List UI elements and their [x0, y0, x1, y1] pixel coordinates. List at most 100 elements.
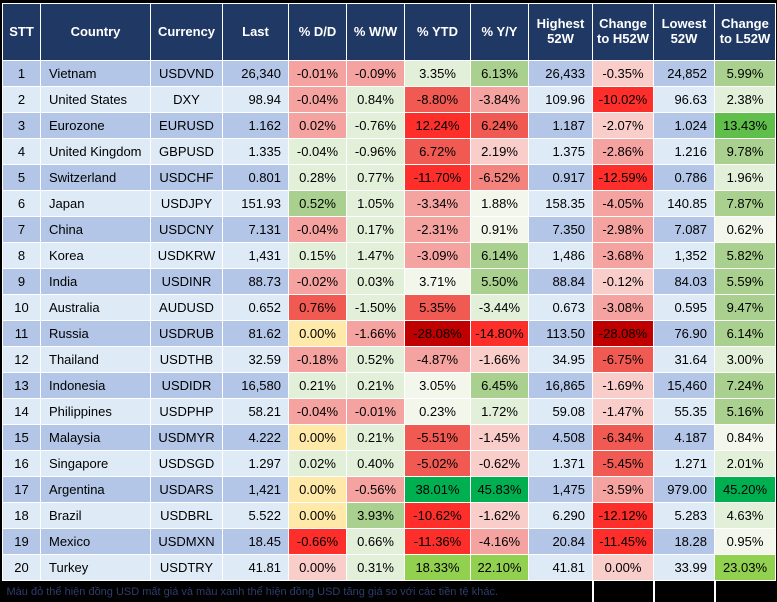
cell-last: 151.93 [222, 190, 289, 217]
col-header-dl: Change to L52W [714, 3, 776, 61]
cell-dh: -3.08% [592, 294, 654, 321]
cell-low: 84.03 [653, 268, 715, 295]
cell-country: Argentina [40, 476, 151, 503]
cell-dl: 1.96% [714, 164, 776, 191]
cell-stt: 11 [2, 320, 41, 347]
cell-dh: -2.07% [592, 112, 654, 139]
cell-last: 41.81 [222, 554, 289, 581]
cell-stt: 9 [2, 268, 41, 295]
cell-yy: 5.50% [470, 268, 529, 295]
col-header-dd: % D/D [288, 3, 347, 61]
cell-ytd: -5.02% [404, 450, 471, 477]
cell-dd: 0.52% [288, 190, 347, 217]
cell-low: 15,460 [653, 372, 715, 399]
cell-country: Malaysia [40, 424, 151, 451]
cell-country: Vietnam [40, 60, 151, 87]
cell-ww: -0.96% [346, 138, 405, 165]
cell-ww: 3.93% [346, 502, 405, 529]
cell-ytd: -4.87% [404, 346, 471, 373]
cell-high: 1.375 [528, 138, 593, 165]
cell-stt: 6 [2, 190, 41, 217]
cell-dd: 0.21% [288, 372, 347, 399]
cell-stt: 13 [2, 372, 41, 399]
cell-dh: -12.59% [592, 164, 654, 191]
table-row: 19 Mexico USDMXN 18.45 -0.66% 0.66% -11.36% -4.… [2, 528, 776, 555]
cell-currency: USDJPY [150, 190, 223, 217]
cell-currency: DXY [150, 86, 223, 113]
cell-country: Indonesia [40, 372, 151, 399]
cell-high: 0.917 [528, 164, 593, 191]
col-header-low: Lowest 52W [653, 3, 715, 61]
cell-low: 1,352 [653, 242, 715, 269]
cell-ww: 0.03% [346, 268, 405, 295]
table-footer: Màu đỏ thể hiện đồng USD mất giá và màu … [2, 580, 776, 602]
table-row: 20 Turkey USDTRY 41.81 0.00% 0.31% 18.33% 22.10… [2, 554, 776, 581]
cell-yy: 0.91% [470, 216, 529, 243]
table-row: 6 Japan USDJPY 151.93 0.52% 1.05% -3.34% 1.88% 1… [2, 190, 776, 217]
cell-dd: -0.18% [288, 346, 347, 373]
cell-dd: 0.00% [288, 502, 347, 529]
cell-dh: -4.05% [592, 190, 654, 217]
cell-dh: -0.12% [592, 268, 654, 295]
cell-dh: -10.02% [592, 86, 654, 113]
cell-high: 158.35 [528, 190, 593, 217]
cell-ww: 0.77% [346, 164, 405, 191]
cell-country: Australia [40, 294, 151, 321]
cell-low: 1.216 [653, 138, 715, 165]
cell-currency: GBPUSD [150, 138, 223, 165]
cell-ytd: -10.62% [404, 502, 471, 529]
cell-ww: -1.50% [346, 294, 405, 321]
cell-low: 31.64 [653, 346, 715, 373]
cell-country: United Kingdom [40, 138, 151, 165]
cell-last: 1.162 [222, 112, 289, 139]
cell-last: 16,580 [222, 372, 289, 399]
cell-dl: 6.14% [714, 320, 776, 347]
cell-dl: 2.01% [714, 450, 776, 477]
cell-ytd: 3.35% [404, 60, 471, 87]
cell-ytd: -11.36% [404, 528, 471, 555]
cell-currency: USDCHF [150, 164, 223, 191]
cell-low: 0.595 [653, 294, 715, 321]
cell-dd: -0.04% [288, 86, 347, 113]
cell-ytd: 18.33% [404, 554, 471, 581]
table-row: 8 Korea USDKRW 1,431 0.15% 1.47% -3.09% 6.14% 1,… [2, 242, 776, 269]
cell-dl: 5.82% [714, 242, 776, 269]
cell-stt: 18 [2, 502, 41, 529]
cell-stt: 20 [2, 554, 41, 581]
cell-low: 55.35 [653, 398, 715, 425]
cell-currency: USDCNY [150, 216, 223, 243]
cell-dh: -3.59% [592, 476, 654, 503]
cell-stt: 5 [2, 164, 41, 191]
col-header-stt: STT [2, 3, 41, 61]
cell-dh: -3.68% [592, 242, 654, 269]
cell-currency: USDMXN [150, 528, 223, 555]
cell-currency: USDINR [150, 268, 223, 295]
cell-yy: -1.45% [470, 424, 529, 451]
cell-dh: -2.98% [592, 216, 654, 243]
cell-stt: 10 [2, 294, 41, 321]
cell-dl: 13.43% [714, 112, 776, 139]
cell-ytd: -28.08% [404, 320, 471, 347]
cell-low: 140.85 [653, 190, 715, 217]
cell-yy: 22.10% [470, 554, 529, 581]
cell-low: 979.00 [653, 476, 715, 503]
cell-dl: 45.20% [714, 476, 776, 503]
cell-last: 1,431 [222, 242, 289, 269]
table-row: 17 Argentina USDARS 1,421 0.00% -0.56% 38.01% 4… [2, 476, 776, 503]
cell-dd: 0.00% [288, 320, 347, 347]
cell-ww: -0.56% [346, 476, 405, 503]
cell-ytd: 5.35% [404, 294, 471, 321]
cell-high: 7.350 [528, 216, 593, 243]
cell-high: 1.187 [528, 112, 593, 139]
cell-low: 18.28 [653, 528, 715, 555]
cell-dd: -0.04% [288, 398, 347, 425]
cell-low: 96.63 [653, 86, 715, 113]
cell-currency: USDRUB [150, 320, 223, 347]
cell-yy: 1.88% [470, 190, 529, 217]
cell-ww: 0.84% [346, 86, 405, 113]
cell-stt: 14 [2, 398, 41, 425]
cell-ytd: -11.70% [404, 164, 471, 191]
cell-ww: 0.21% [346, 424, 405, 451]
cell-high: 109.96 [528, 86, 593, 113]
cell-high: 88.84 [528, 268, 593, 295]
